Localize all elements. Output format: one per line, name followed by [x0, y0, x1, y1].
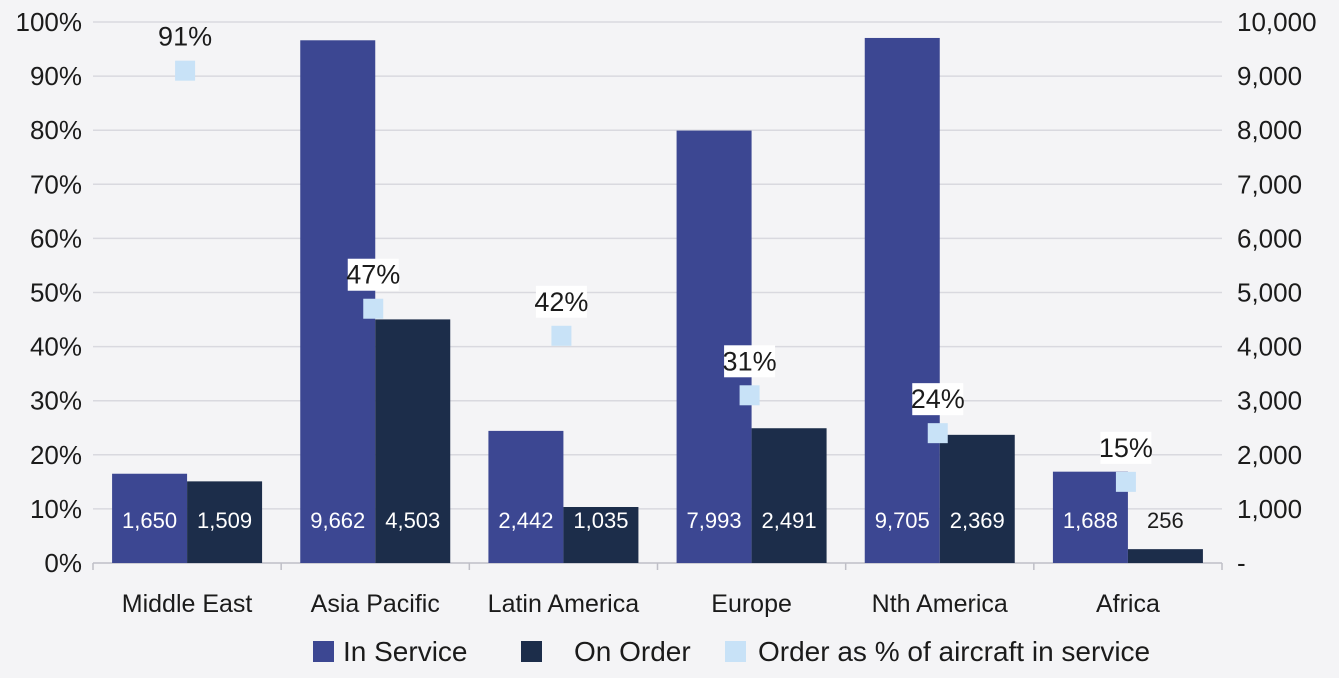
- category-label: Nth America: [872, 590, 1008, 618]
- left-tick-label: 10%: [30, 494, 82, 524]
- pct-markers: 91% 47% 42% 31% 24% 15%: [158, 22, 1153, 492]
- legend-label: In Service: [343, 636, 468, 667]
- label-order-pct: 47%: [346, 260, 400, 290]
- bar-labels: 1,650 1,509 9,662 4,503 2,442 1,035 7,993 2,491…: [122, 508, 1184, 533]
- bar-on-order: [375, 319, 451, 563]
- label-order-pct: 91%: [158, 22, 212, 52]
- pct-label-bg: [912, 383, 964, 416]
- right-tick-label: 8,000: [1237, 115, 1302, 145]
- bar-in-service: [1052, 471, 1128, 563]
- marker-order-pct: [363, 298, 384, 319]
- label-in-service: 1,688: [1063, 508, 1118, 533]
- pct-label-bg: [347, 258, 399, 291]
- label-on-order: 1,035: [573, 508, 628, 533]
- legend: In Service On Order Order as % of aircraft…: [313, 636, 1150, 667]
- label-order-pct: 15%: [1099, 433, 1153, 463]
- gridlines: [92, 21, 1223, 570]
- right-axis: - 1,000 2,000 3,000 4,000 5,000 6,000 7,000 8,00…: [1237, 7, 1317, 578]
- category-label: Asia Pacific: [311, 590, 440, 618]
- left-tick-label: 90%: [30, 61, 82, 91]
- label-on-order: 2,369: [950, 508, 1005, 533]
- label-order-pct: 42%: [534, 287, 588, 317]
- category-label: Africa: [1096, 590, 1160, 618]
- category-label: Latin America: [488, 590, 640, 618]
- label-in-service: 9,662: [310, 508, 365, 533]
- right-tick-label: -: [1237, 548, 1246, 578]
- left-tick-label: 30%: [30, 386, 82, 416]
- right-tick-label: 1,000: [1237, 494, 1302, 524]
- label-on-order: 256: [1147, 508, 1184, 533]
- left-axis: 0% 10% 20% 30% 40% 50% 60% 70% 80% 90% 100%: [16, 7, 83, 578]
- category-labels: Middle East Asia Pacific Latin America Euro…: [122, 590, 1160, 618]
- bar-on-order: [751, 428, 827, 563]
- left-tick-label: 0%: [44, 548, 82, 578]
- legend-swatch: [521, 641, 542, 662]
- category-label: Europe: [711, 590, 792, 618]
- right-tick-label: 6,000: [1237, 223, 1302, 253]
- marker-order-pct: [175, 60, 196, 81]
- label-order-pct: 31%: [723, 346, 777, 376]
- legend-swatch: [313, 641, 334, 662]
- category-label: Middle East: [122, 590, 253, 618]
- label-in-service: 1,650: [122, 508, 177, 533]
- bar-in-service: [864, 37, 940, 564]
- left-tick-label: 20%: [30, 440, 82, 470]
- bar-on-order: [939, 434, 1015, 563]
- left-tick-label: 100%: [16, 7, 83, 37]
- label-on-order: 4,503: [385, 508, 440, 533]
- right-tick-label: 9,000: [1237, 61, 1302, 91]
- marker-order-pct: [551, 325, 572, 346]
- right-tick-label: 3,000: [1237, 386, 1302, 416]
- left-tick-label: 50%: [30, 278, 82, 308]
- bars: [112, 37, 1203, 564]
- label-in-service: 9,705: [875, 508, 930, 533]
- bar-on-order: [187, 481, 263, 563]
- left-tick-label: 80%: [30, 115, 82, 145]
- marker-order-pct: [927, 423, 948, 444]
- left-tick-label: 40%: [30, 332, 82, 362]
- legend-label: Order as % of aircraft in service: [758, 636, 1150, 667]
- right-tick-label: 2,000: [1237, 440, 1302, 470]
- left-tick-label: 60%: [30, 223, 82, 253]
- legend-swatch: [725, 641, 746, 662]
- right-tick-label: 10,000: [1237, 7, 1317, 37]
- right-tick-label: 4,000: [1237, 332, 1302, 362]
- label-in-service: 7,993: [687, 508, 742, 533]
- bar-in-service: [112, 473, 188, 563]
- pct-label-bg: [724, 345, 776, 378]
- pct-label-bg: [1100, 431, 1152, 464]
- marker-order-pct: [1115, 471, 1136, 492]
- bar-on-order: [1127, 549, 1203, 563]
- left-tick-label: 70%: [30, 169, 82, 199]
- legend-label: On Order: [574, 636, 691, 667]
- label-on-order: 1,509: [197, 508, 252, 533]
- bar-in-service: [300, 40, 376, 563]
- marker-order-pct: [739, 385, 760, 406]
- right-tick-label: 5,000: [1237, 278, 1302, 308]
- label-in-service: 2,442: [498, 508, 553, 533]
- right-tick-label: 7,000: [1237, 169, 1302, 199]
- bar-on-order: [563, 507, 639, 563]
- bar-in-service: [488, 430, 564, 563]
- label-on-order: 2,491: [762, 508, 817, 533]
- pct-label-bg: [535, 285, 587, 318]
- label-order-pct: 24%: [911, 384, 965, 414]
